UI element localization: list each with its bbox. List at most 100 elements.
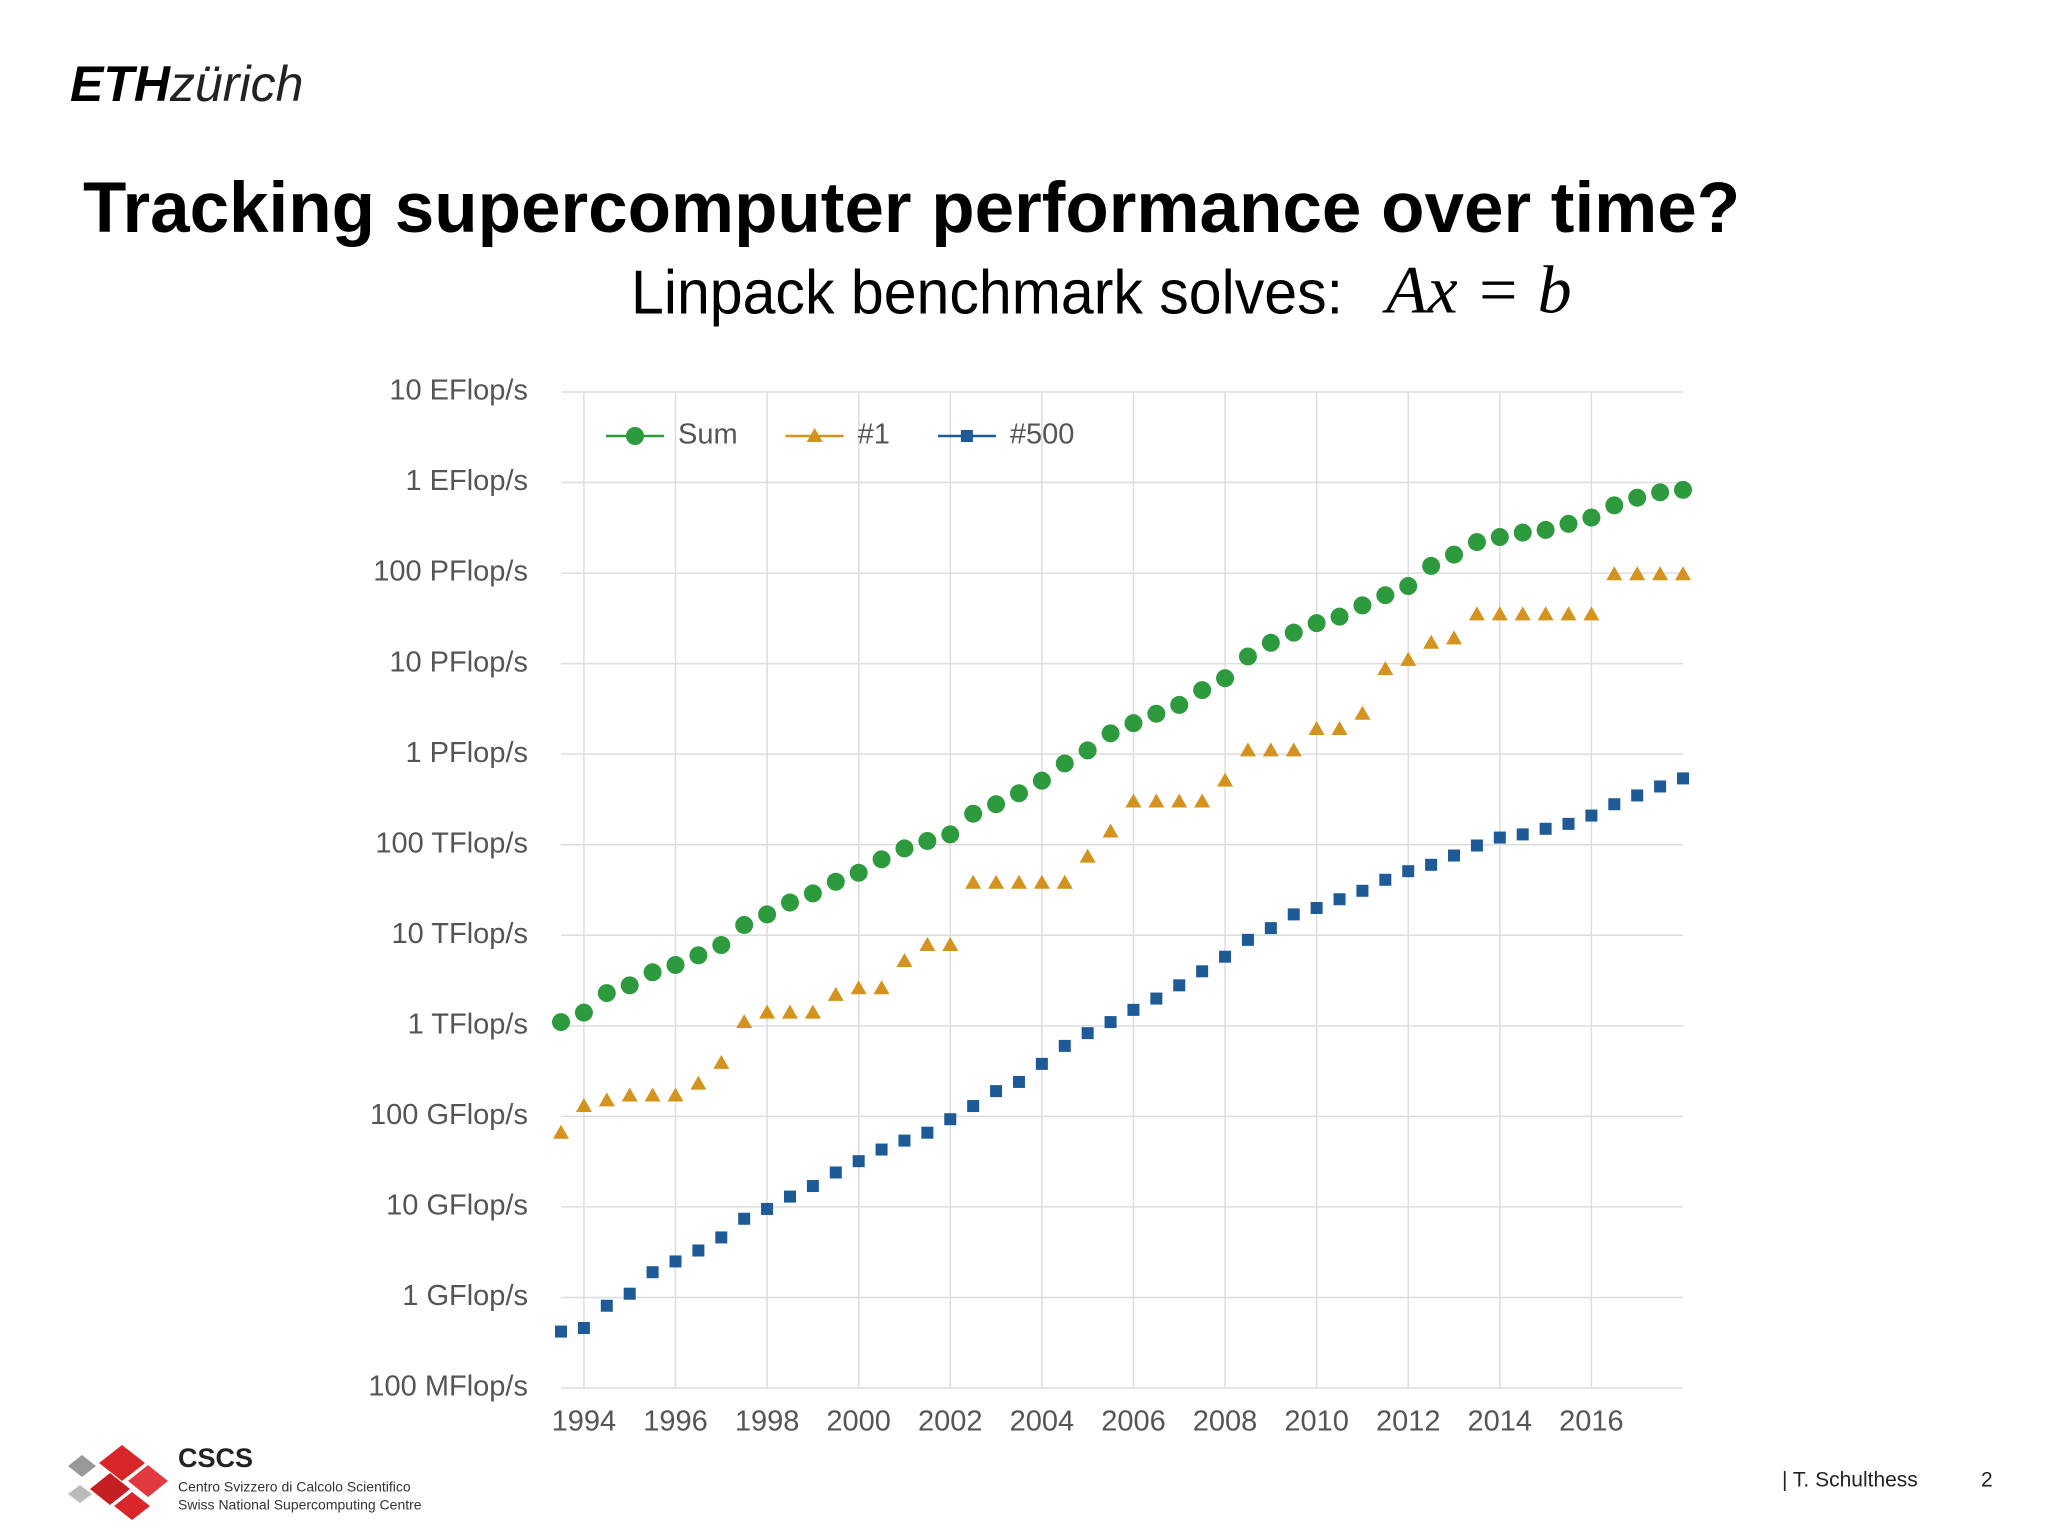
marker-square (783, 1190, 796, 1203)
marker-triangle (1583, 606, 1600, 621)
marker-square (1425, 858, 1438, 871)
marker-triangle (1377, 661, 1394, 676)
y-tick-label: 10 TFlop/s (392, 918, 528, 950)
marker-square (1631, 789, 1644, 802)
marker-triangle (1285, 742, 1302, 757)
marker-triangle (919, 937, 936, 952)
marker-circle (1238, 647, 1257, 666)
x-tick-label: 2012 (1376, 1406, 1441, 1438)
marker-circle (666, 955, 685, 974)
marker-square (1310, 902, 1323, 915)
marker-square (944, 1113, 957, 1126)
marker-triangle (1331, 720, 1348, 735)
marker-square (806, 1180, 819, 1193)
org-name: CSCS (178, 1443, 253, 1473)
x-tick-label: 1994 (552, 1406, 617, 1438)
marker-square (646, 1266, 659, 1279)
x-tick-label: 2002 (918, 1406, 983, 1438)
y-tick-label: 1 PFlop/s (406, 737, 529, 769)
marker-circle (552, 1013, 570, 1032)
marker-circle (1330, 607, 1349, 626)
marker-square (1402, 865, 1415, 878)
x-tick-label: 2014 (1468, 1406, 1533, 1438)
slide-subtitle: Linpack benchmark solves: (631, 258, 1343, 327)
marker-triangle (575, 1098, 592, 1113)
marker-circle (689, 946, 708, 965)
y-tick-label: 100 MFlop/s (368, 1371, 528, 1403)
marker-triangle (1560, 606, 1577, 621)
marker-square (1058, 1039, 1071, 1052)
marker-circle (1399, 577, 1418, 596)
marker-triangle (1239, 742, 1256, 757)
marker-square (1608, 798, 1621, 811)
marker-circle (1422, 556, 1441, 575)
marker-square (960, 430, 973, 442)
logo-bold: ETH (70, 56, 171, 112)
marker-triangle (781, 1004, 798, 1019)
marker-triangle (850, 980, 867, 995)
marker-square (1585, 809, 1598, 822)
marker-square (1196, 965, 1209, 978)
marker-circle (1055, 754, 1074, 773)
y-tick-label: 10 EFlop/s (389, 375, 528, 407)
marker-square (692, 1244, 705, 1257)
marker-square (1173, 979, 1186, 992)
marker-square (1470, 839, 1483, 852)
marker-square (1333, 893, 1346, 906)
marker-square (852, 1155, 865, 1168)
x-tick-label: 2006 (1101, 1406, 1166, 1438)
marker-triangle (1354, 705, 1371, 720)
marker-circle (1674, 480, 1692, 499)
marker-circle (872, 850, 891, 869)
eth-logo: ETHzürich (70, 56, 303, 112)
marker-circle (1628, 488, 1647, 507)
marker-circle (1445, 545, 1464, 564)
marker-square (1356, 884, 1369, 897)
marker-circle (1376, 586, 1395, 605)
x-tick-label: 2008 (1193, 1406, 1258, 1438)
marker-square (1379, 873, 1392, 886)
marker-triangle (553, 1124, 569, 1139)
marker-square (1493, 831, 1506, 844)
marker-square (1448, 849, 1461, 862)
slide-title: Tracking supercomputer performance over … (83, 169, 1740, 248)
marker-circle (1467, 533, 1486, 552)
marker-triangle (736, 1014, 753, 1029)
marker-circle (780, 893, 799, 912)
x-tick-label: 2010 (1284, 1406, 1349, 1438)
legend-label: Sum (678, 419, 738, 451)
marker-circle (1078, 741, 1097, 760)
logo-diamond (114, 1492, 150, 1520)
marker-triangle (1079, 848, 1096, 863)
chart: 100 MFlop/s 1 GFlop/s 10 GFlop/s 100 GFlop/… (368, 375, 1692, 1438)
marker-triangle (667, 1087, 684, 1102)
y-tick-label: 100 GFlop/s (370, 1099, 528, 1131)
y-tick-label: 1 TFlop/s (408, 1008, 528, 1040)
y-tick-label: 100 PFlop/s (373, 556, 528, 588)
marker-square (967, 1100, 980, 1113)
marker-circle (1193, 681, 1212, 700)
y-tick-label: 10 GFlop/s (386, 1190, 528, 1222)
x-tick-label: 2004 (1010, 1406, 1075, 1438)
marker-circle (643, 963, 662, 982)
logo-diamond (128, 1465, 168, 1497)
marker-circle (712, 936, 731, 955)
logo-diamond (99, 1445, 145, 1481)
marker-square (1081, 1027, 1094, 1040)
marker-circle (964, 804, 983, 823)
x-tick-label: 1998 (735, 1406, 800, 1438)
marker-triangle (896, 952, 913, 967)
marker-triangle (942, 937, 959, 952)
marker-circle (758, 905, 777, 924)
marker-circle (1009, 784, 1028, 803)
marker-triangle (1606, 566, 1623, 581)
equation: Ax = b (1382, 252, 1572, 328)
marker-circle (849, 863, 868, 882)
marker-triangle (1537, 606, 1554, 621)
marker-triangle (873, 980, 890, 995)
marker-square (1654, 780, 1667, 793)
marker-triangle (1262, 742, 1279, 757)
legend: Sum #1 #500 (606, 419, 1074, 451)
marker-square (715, 1231, 728, 1244)
